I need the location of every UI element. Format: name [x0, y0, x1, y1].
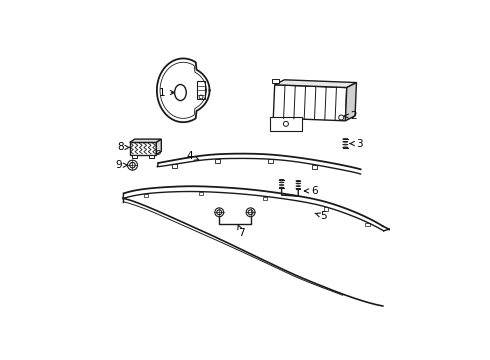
- Bar: [144, 194, 148, 197]
- Bar: [199, 192, 203, 195]
- Polygon shape: [275, 80, 356, 87]
- Bar: [263, 197, 267, 200]
- Bar: [270, 117, 302, 131]
- Bar: [132, 155, 138, 158]
- Bar: [197, 81, 205, 99]
- Polygon shape: [130, 139, 161, 143]
- Text: 3: 3: [350, 139, 363, 149]
- Bar: [216, 159, 220, 163]
- Bar: [148, 155, 153, 158]
- Polygon shape: [273, 85, 347, 121]
- Circle shape: [199, 95, 203, 99]
- Polygon shape: [130, 143, 156, 155]
- Text: 6: 6: [304, 186, 318, 196]
- Bar: [172, 164, 177, 168]
- Text: 8: 8: [117, 143, 129, 152]
- Polygon shape: [345, 82, 356, 121]
- Bar: [272, 79, 279, 84]
- Text: 5: 5: [315, 211, 327, 221]
- Bar: [268, 159, 273, 163]
- Text: 1: 1: [159, 87, 174, 98]
- Text: 9: 9: [115, 160, 127, 170]
- Bar: [324, 207, 328, 211]
- Polygon shape: [156, 139, 161, 155]
- Bar: [366, 222, 370, 226]
- Text: 2: 2: [344, 111, 357, 121]
- Text: 4: 4: [186, 151, 199, 161]
- Bar: [313, 165, 318, 169]
- Text: 7: 7: [238, 225, 245, 238]
